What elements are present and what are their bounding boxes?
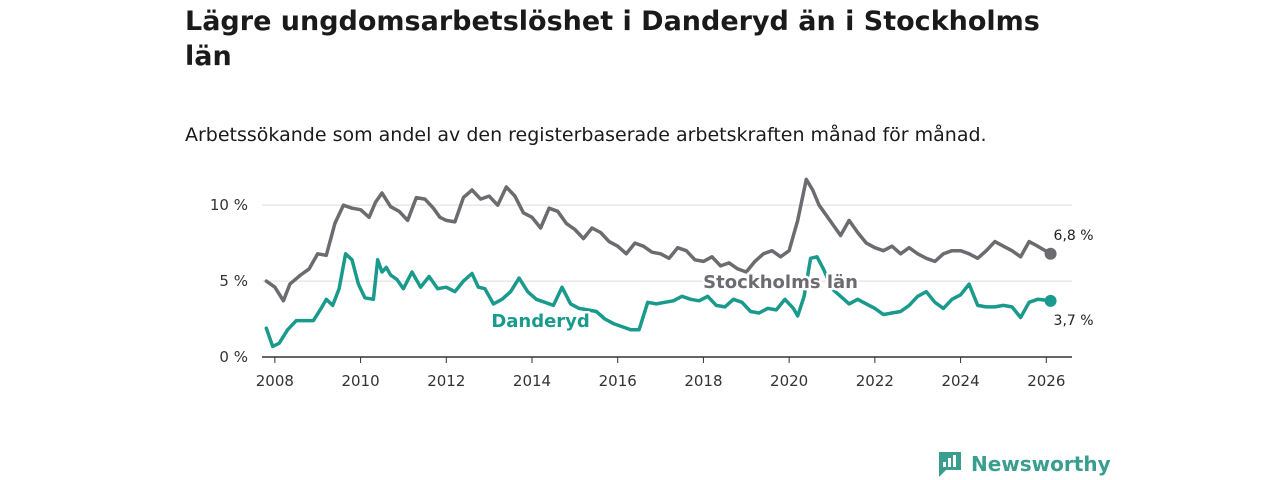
series-label: Stockholms län (703, 272, 858, 293)
x-tick-label: 2010 (341, 372, 379, 390)
y-tick-label: 10 % (210, 196, 248, 214)
newsworthy-logo: Newsworthy (937, 450, 1111, 478)
x-tick-label: 2016 (599, 372, 637, 390)
newsworthy-logo-icon (939, 452, 961, 477)
series-end-label: 3,7 % (1054, 313, 1094, 329)
x-tick-label: 2008 (256, 372, 294, 390)
chart-subtitle: Arbetssökande som andel av den registerb… (185, 124, 987, 146)
x-tick-label: 2026 (1027, 372, 1065, 390)
x-tick-label: 2018 (684, 372, 722, 390)
newsworthy-logo-text: Newsworthy (971, 452, 1111, 476)
series-end-label: 6,8 % (1054, 228, 1094, 244)
series-label: Danderyd (491, 311, 590, 332)
y-tick-label: 0 % (219, 348, 248, 366)
x-tick-label: 2012 (427, 372, 465, 390)
series-end-marker (1044, 294, 1057, 307)
series-end-marker (1044, 247, 1057, 260)
chart-title: Lägre ungdomsarbetslöshet i Danderyd än … (185, 6, 1040, 72)
x-tick-label: 2024 (941, 372, 979, 390)
series-line-danderyd (264, 252, 1053, 349)
y-tick-label: 5 % (219, 272, 248, 290)
x-tick-label: 2014 (513, 372, 551, 390)
x-tick-label: 2020 (770, 372, 808, 390)
series-line-stockholms-l-n (264, 177, 1053, 303)
x-tick-label: 2022 (856, 372, 894, 390)
